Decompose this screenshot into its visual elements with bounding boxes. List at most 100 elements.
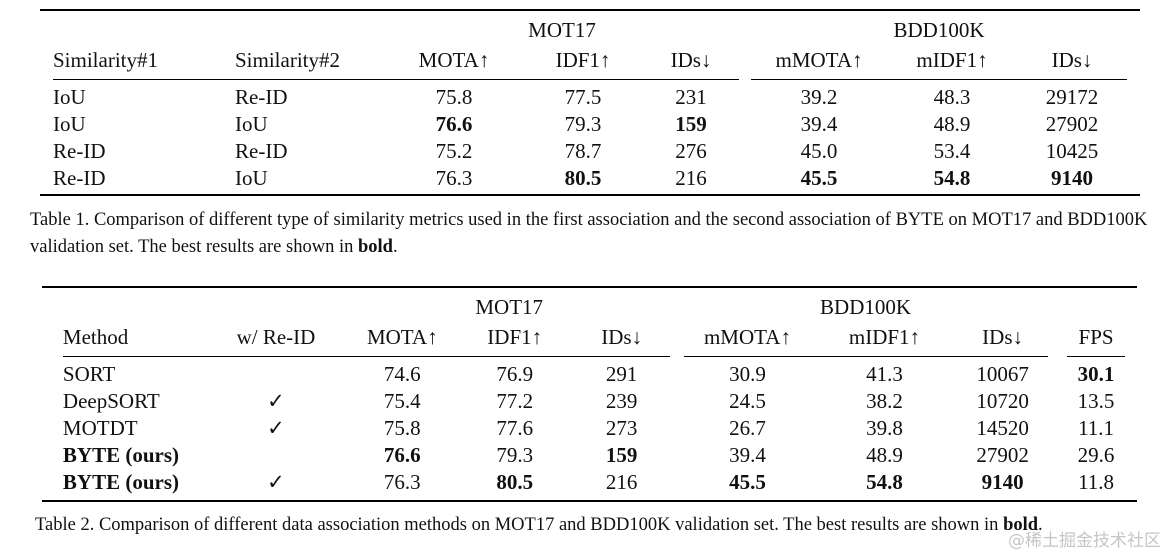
- table2-bottom-rule: [42, 500, 1137, 502]
- table2-cell: 39.4: [729, 443, 766, 467]
- table1-cell: 76.3: [435, 166, 473, 190]
- table1-column-header: Similarity#1: [53, 45, 203, 80]
- table2-column-header: FPS: [1066, 322, 1126, 357]
- table2-cell: 45.5: [729, 470, 766, 494]
- table1-column-header-row: Similarity#1 Similarity#2 MOTA↑ IDF1↑ ID…: [40, 45, 1140, 80]
- table2-caption-text: Table 2. Comparison of different data as…: [35, 515, 1004, 535]
- table1-caption-text: Table 1. Comparison of different type of…: [30, 210, 1148, 257]
- table2-cell: 76.3: [383, 470, 421, 494]
- table1-cell: IoU: [53, 85, 86, 109]
- table1-cell: 9140: [1051, 166, 1093, 190]
- table2-cell: 75.4: [383, 389, 421, 413]
- table1-bottom-rule: [40, 194, 1140, 196]
- table2-group-header: MOT17: [475, 295, 544, 319]
- table2-cell: [221, 357, 331, 389]
- table2-cell: 10067: [976, 362, 1029, 386]
- table1-cell: Re-ID: [53, 139, 106, 163]
- table2-cell: 48.9: [866, 443, 903, 467]
- table1-column-header: Similarity#2: [203, 45, 371, 80]
- table1-cell: IoU: [235, 112, 268, 136]
- table1-cell: 276: [675, 139, 707, 163]
- table2-column-header: mIDF1↑: [811, 322, 958, 357]
- table1-column-header: IDs↓: [643, 45, 739, 80]
- table2-cell: 216: [605, 470, 638, 494]
- table2-cell: 24.5: [729, 389, 766, 413]
- table1-cell: IoU: [235, 166, 268, 190]
- table1-cell: 39.2: [800, 85, 838, 109]
- table1-caption: Table 1. Comparison of different type of…: [30, 207, 1165, 261]
- table1-column-header: mMOTA↑: [751, 45, 887, 80]
- table2-column-header: IDs↓: [957, 322, 1048, 357]
- table2-cell: 13.5: [1077, 389, 1115, 413]
- table1-cell: Re-ID: [53, 166, 106, 190]
- table1-cell: 159: [675, 112, 707, 136]
- table1-cell: 78.7: [564, 139, 602, 163]
- table1-row: Re-ID IoU 76.3 80.5 216 45.5 54.8 9140: [40, 165, 1140, 192]
- table2-cell: DeepSORT: [62, 389, 160, 413]
- table1-column-header: mIDF1↑: [887, 45, 1017, 80]
- table2-column-header: w/ Re-ID: [220, 322, 332, 357]
- table1-cell: 75.8: [435, 85, 473, 109]
- table2-cell: 79.3: [496, 443, 534, 467]
- table1-cell: 53.4: [933, 139, 971, 163]
- table2-column-header: IDs↓: [573, 322, 671, 357]
- table1: MOT17 BDD100K Similarity#1 Similarity#2 …: [40, 13, 1140, 192]
- table2-cell: 239: [605, 389, 638, 413]
- table2-cell: 77.2: [496, 389, 534, 413]
- table1-column-header: IDs↓: [1017, 45, 1127, 80]
- table2-row: BYTE (ours) ✓ 76.3 80.5 216 45.5 54.8 9140 11.8: [42, 469, 1137, 496]
- table2-cell: [221, 442, 331, 469]
- table1-row: IoU IoU 76.6 79.3 159 39.4 48.9 27902: [40, 111, 1140, 138]
- table1-cell: 39.4: [800, 112, 838, 136]
- table2-cell: 10720: [976, 389, 1029, 413]
- table2-caption-end: .: [1038, 515, 1043, 535]
- table2-top-rule: [42, 286, 1137, 288]
- table1-cell: 216: [675, 166, 707, 190]
- table2-caption: Table 2. Comparison of different data as…: [35, 512, 1155, 539]
- table1-cell: 79.3: [564, 112, 602, 136]
- table2-cell: 14520: [976, 416, 1029, 440]
- table2-column-header: Method: [62, 322, 221, 357]
- table2-cell: 76.9: [496, 362, 534, 386]
- table1-group-header: BDD100K: [893, 18, 985, 42]
- table2-column-header: MOTA↑: [348, 322, 457, 357]
- table1-cell: 76.6: [435, 112, 473, 136]
- table1-cell: IoU: [53, 112, 86, 136]
- table2: MOT17 BDD100K Method w/ Re-ID MOTA↑ IDF1…: [42, 290, 1137, 496]
- table1-cell: Re-ID: [235, 85, 288, 109]
- table2-cell: 11.8: [1078, 470, 1115, 494]
- table2-cell: 75.8: [383, 416, 421, 440]
- table2-cell: ✓: [267, 416, 285, 440]
- table1-cell: 48.9: [933, 112, 971, 136]
- table2-row: MOTDT ✓ 75.8 77.6 273 26.7 39.8 14520 11.1: [42, 415, 1137, 442]
- table2-cell: 41.3: [866, 362, 903, 386]
- table1-cell: 80.5: [564, 166, 602, 190]
- table1-cell: 29172: [1045, 85, 1099, 109]
- table1-row: IoU Re-ID 75.8 77.5 231 39.2 48.3 29172: [40, 80, 1140, 112]
- table2-cell: BYTE (ours): [62, 443, 180, 467]
- table2-cell: 74.6: [383, 362, 421, 386]
- table1-row: Re-ID Re-ID 75.2 78.7 276 45.0 53.4 10425: [40, 138, 1140, 165]
- table2-caption-bold: bold: [1003, 515, 1039, 535]
- table2-row: BYTE (ours) 76.6 79.3 159 39.4 48.9 27902 29.6: [42, 442, 1137, 469]
- table1-column-header: MOTA↑: [385, 45, 523, 80]
- table1-cell: 45.5: [800, 166, 838, 190]
- table2-group-header-row: MOT17 BDD100K: [42, 290, 1137, 322]
- table2-cell: 26.7: [729, 416, 766, 440]
- table2-cell: 80.5: [496, 470, 534, 494]
- table1-group-header-row: MOT17 BDD100K: [40, 13, 1140, 45]
- table2-cell: 30.1: [1077, 362, 1115, 386]
- table2-cell: ✓: [267, 389, 285, 413]
- table2-group-header: BDD100K: [820, 295, 912, 319]
- table2-cell: 27902: [976, 443, 1029, 467]
- table2-cell: MOTDT: [62, 416, 138, 440]
- table2-cell: 273: [605, 416, 638, 440]
- table2-cell: ✓: [267, 470, 285, 494]
- table1-cell: 75.2: [435, 139, 473, 163]
- table1-column-header: IDF1↑: [523, 45, 643, 80]
- table1-cell: 27902: [1045, 112, 1099, 136]
- table2-column-header-row: Method w/ Re-ID MOTA↑ IDF1↑ IDs↓ mMOTA↑ …: [42, 322, 1137, 357]
- table1-caption-end: .: [392, 237, 398, 257]
- table1-cell: Re-ID: [235, 139, 288, 163]
- table2-cell: 29.6: [1077, 443, 1115, 467]
